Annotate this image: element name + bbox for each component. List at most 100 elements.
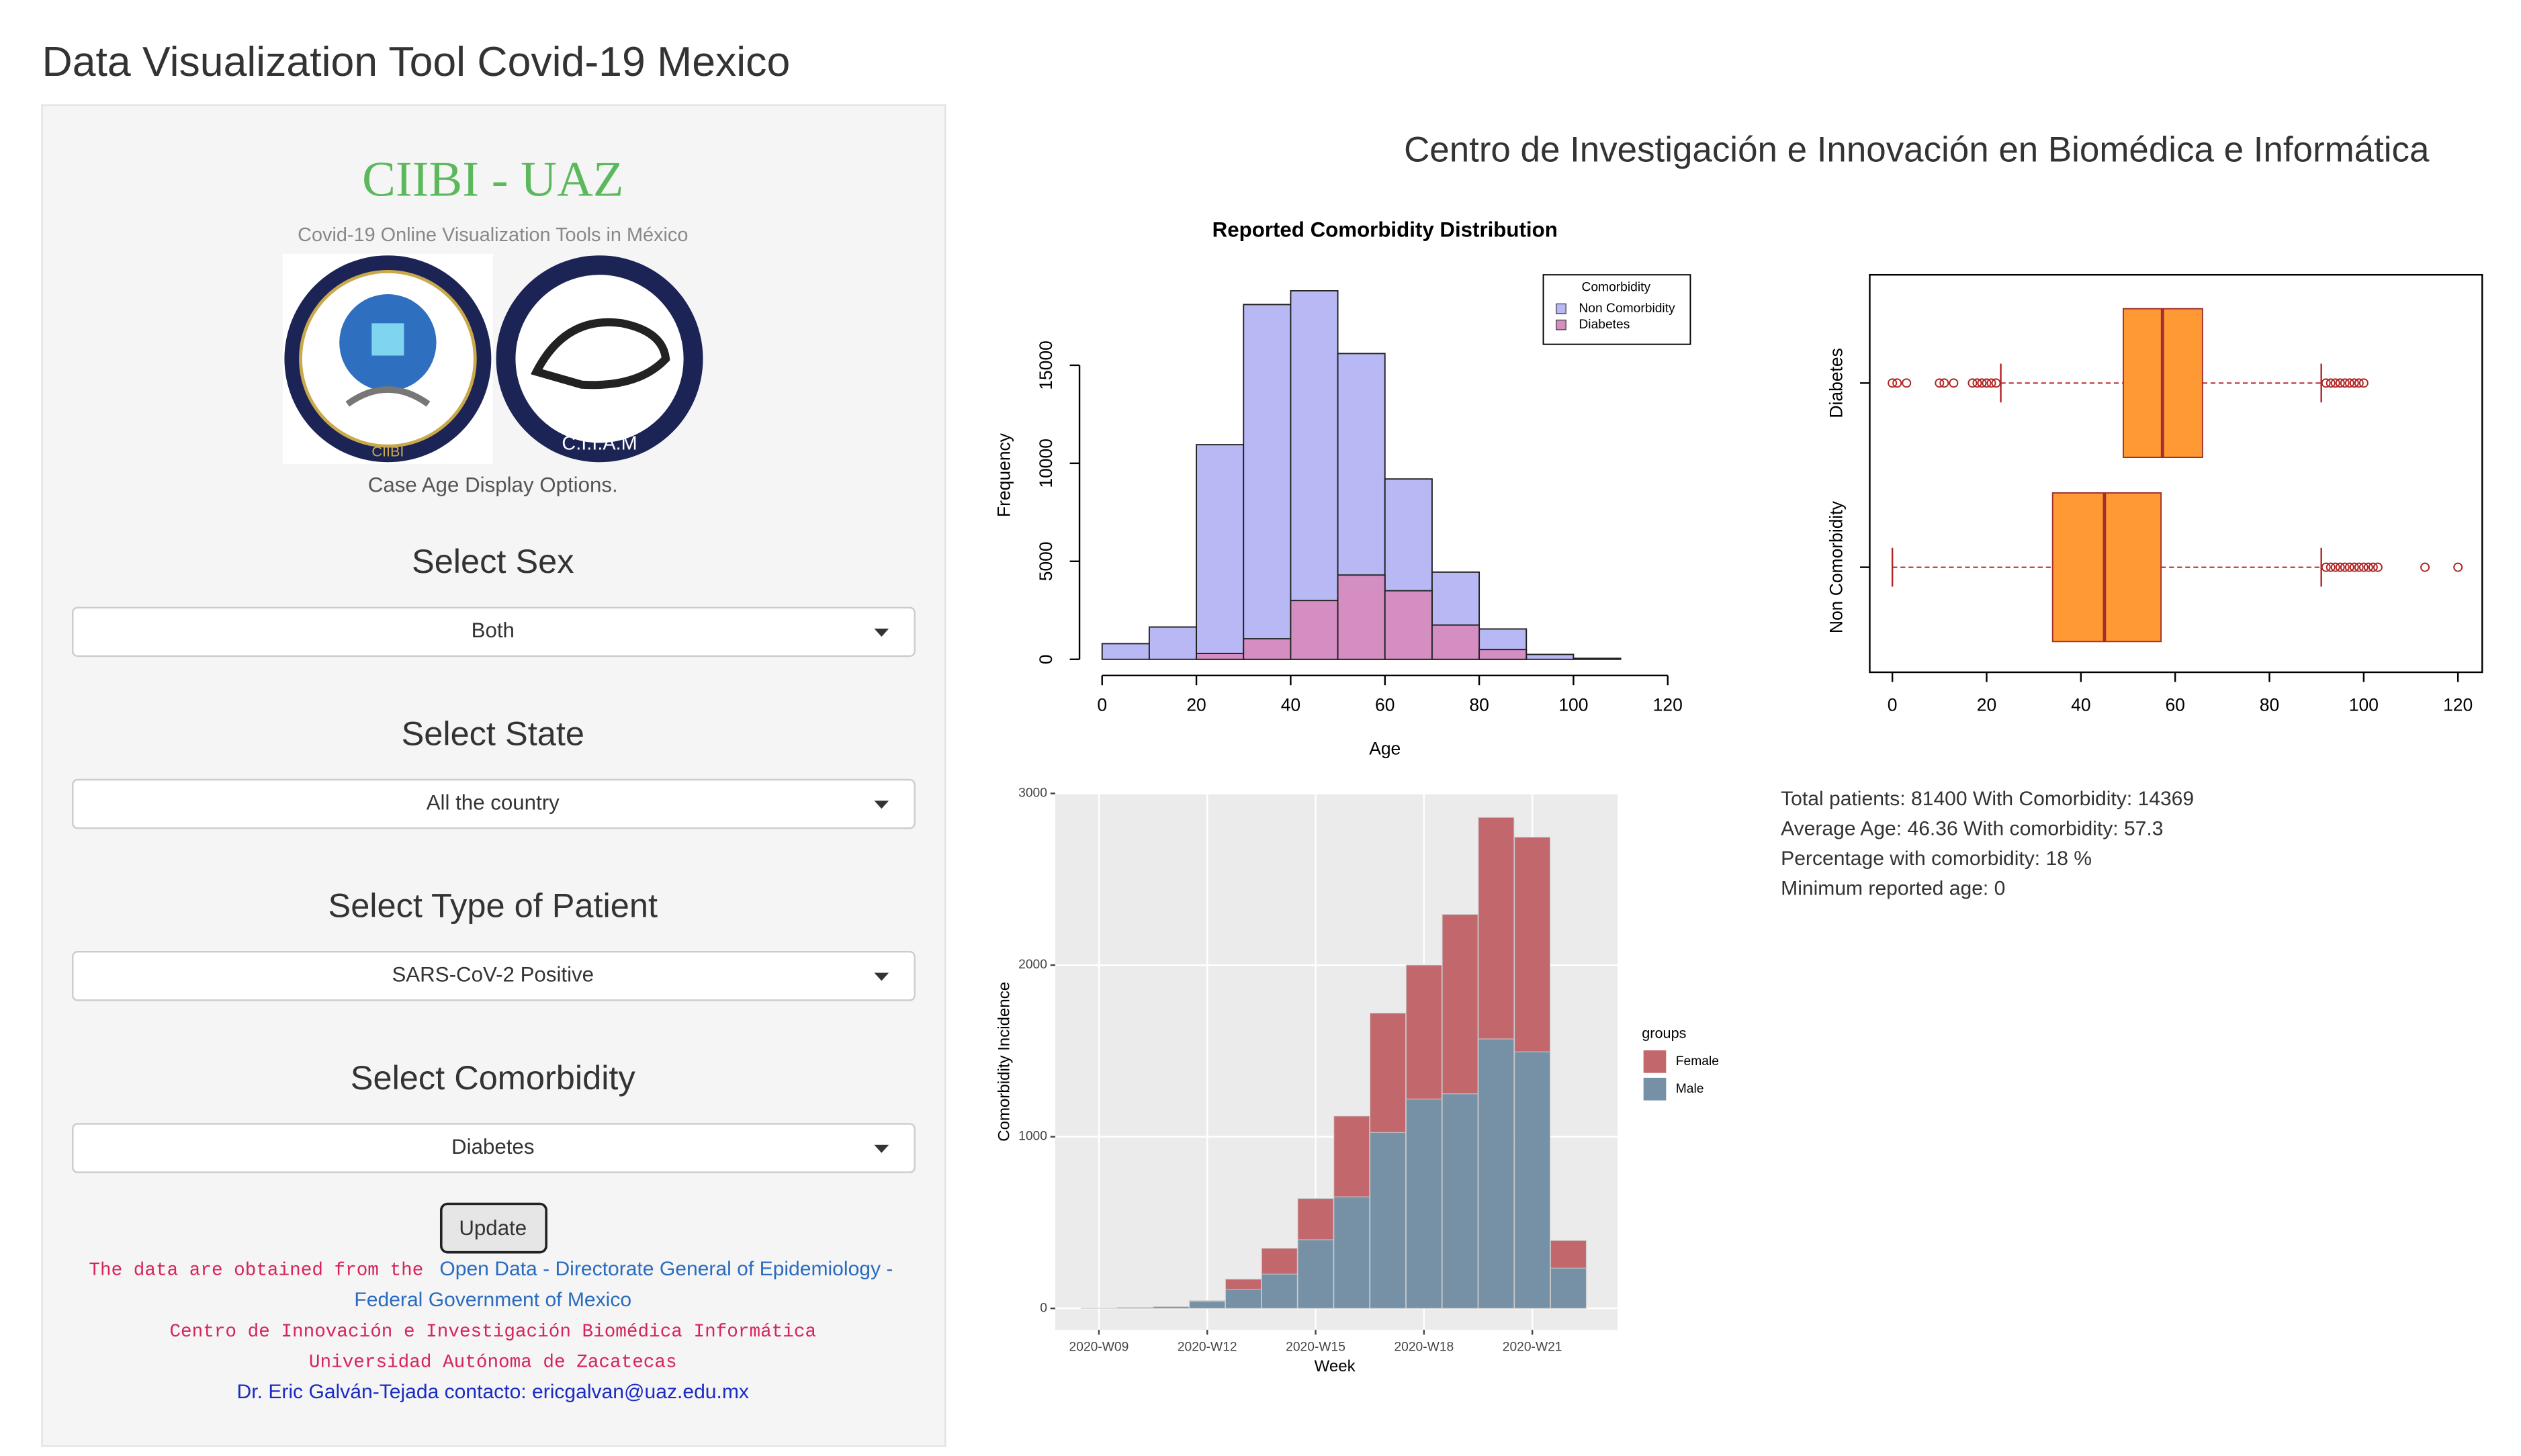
bar-segment bbox=[1189, 1301, 1226, 1309]
outlier bbox=[2340, 378, 2350, 388]
histogram-bar bbox=[1196, 653, 1245, 660]
bar-segment bbox=[1478, 1038, 1515, 1309]
outlier bbox=[1939, 378, 1949, 388]
histogram-bar bbox=[1101, 643, 1150, 660]
x-tick-label: 0 bbox=[1888, 695, 1898, 715]
select-caret[interactable] bbox=[874, 1144, 889, 1153]
outlier bbox=[2373, 562, 2383, 572]
tagline: Covid-19 Online Visualization Tools in M… bbox=[298, 224, 688, 246]
stat-line: Average Age: 46.36 With comorbidity: 57.… bbox=[1781, 818, 2163, 840]
outlier bbox=[1935, 378, 1945, 388]
outlier bbox=[1986, 378, 1996, 388]
select-box[interactable] bbox=[72, 606, 916, 657]
select-value[interactable]: SARS-CoV-2 Positive bbox=[392, 963, 594, 987]
select-value[interactable]: Both bbox=[472, 619, 515, 642]
outlier bbox=[2335, 562, 2345, 572]
legend-swatch bbox=[1643, 1050, 1667, 1073]
histogram-bar bbox=[1525, 653, 1575, 660]
select-value[interactable]: All the country bbox=[427, 790, 560, 814]
legend-label: Female bbox=[1676, 1054, 1719, 1068]
control-label: Select Comorbidity bbox=[351, 1058, 636, 1097]
outlier bbox=[2358, 378, 2369, 388]
y-tick-label: 2000 bbox=[1018, 958, 1047, 972]
histogram-bar bbox=[1243, 304, 1292, 660]
select-box[interactable] bbox=[72, 1123, 916, 1173]
stat-line: Total patients: 81400 With Comorbidity: … bbox=[1781, 788, 2194, 810]
y-tick-label: 0 bbox=[1036, 654, 1056, 664]
bar-segment bbox=[1333, 1196, 1370, 1309]
control-label: Select Sex bbox=[412, 542, 574, 580]
outlier bbox=[2340, 562, 2350, 572]
bar-segment bbox=[1225, 1279, 1262, 1290]
outlier bbox=[2349, 562, 2359, 572]
outlier bbox=[1949, 378, 1959, 388]
outlier bbox=[1902, 378, 1912, 388]
select-box[interactable] bbox=[72, 778, 916, 829]
x-tick-label: 60 bbox=[1375, 695, 1395, 715]
x-tick-label: 2020-W09 bbox=[1069, 1340, 1129, 1355]
histogram-bar bbox=[1243, 638, 1292, 660]
y-tick-label: 0 bbox=[1040, 1301, 1047, 1315]
y-tick-label: 1000 bbox=[1018, 1130, 1047, 1144]
legend-swatch bbox=[1643, 1077, 1667, 1101]
x-tick-label: 40 bbox=[1281, 695, 1300, 715]
select-value[interactable]: Diabetes bbox=[451, 1135, 534, 1158]
outlier bbox=[2326, 562, 2336, 572]
x-tick-label: 20 bbox=[1186, 695, 1206, 715]
x-tick-label: 2020-W12 bbox=[1178, 1340, 1237, 1355]
outlier bbox=[2330, 562, 2340, 572]
outlier bbox=[2358, 562, 2369, 572]
y-axis-label: Frequency bbox=[993, 433, 1014, 517]
y-tick-label: 15000 bbox=[1036, 340, 1056, 390]
outlier bbox=[1991, 378, 2001, 388]
legend-label: Diabetes bbox=[1579, 318, 1630, 332]
update-button[interactable] bbox=[439, 1202, 547, 1254]
x-tick-label: 100 bbox=[2349, 695, 2379, 715]
outlier bbox=[1888, 378, 1898, 388]
footer-link[interactable]: Open Data - Directorate General of Epide… bbox=[439, 1258, 893, 1280]
histogram-bar bbox=[1573, 657, 1622, 660]
footer-link[interactable]: Federal Government of Mexico bbox=[354, 1289, 631, 1311]
outlier bbox=[2354, 378, 2364, 388]
outlier bbox=[2368, 562, 2378, 572]
button-label[interactable]: Update bbox=[459, 1216, 527, 1240]
legend-swatch bbox=[1556, 303, 1566, 314]
x-tick-label: 2020-W15 bbox=[1286, 1340, 1345, 1355]
bar-segment bbox=[1405, 964, 1442, 1099]
bar-segment bbox=[1370, 1132, 1407, 1309]
x-tick-label: 2020-W18 bbox=[1394, 1340, 1454, 1355]
x-tick-label: 120 bbox=[2443, 695, 2473, 715]
select-caret[interactable] bbox=[874, 629, 889, 637]
bar-segment bbox=[1189, 1300, 1226, 1302]
histogram-bar bbox=[1290, 290, 1339, 660]
stat-line: Percentage with comorbidity: 18 % bbox=[1781, 848, 2092, 870]
histogram-bar bbox=[1148, 626, 1198, 660]
histogram-bar bbox=[1196, 444, 1245, 660]
outlier bbox=[2321, 378, 2331, 388]
select-box[interactable] bbox=[72, 950, 916, 1001]
select-caret[interactable] bbox=[874, 972, 889, 981]
logo: CIIBI bbox=[283, 253, 493, 464]
bar-segment bbox=[1514, 1051, 1551, 1309]
y-tick-label: 10000 bbox=[1036, 439, 1056, 488]
bar-segment bbox=[1550, 1267, 1587, 1309]
section-label: Case Age Display Options. bbox=[368, 473, 618, 497]
x-tick-label: 120 bbox=[1653, 695, 1683, 715]
outlier bbox=[2354, 562, 2364, 572]
page-title: Data Visualization Tool Covid-19 Mexico bbox=[42, 38, 791, 85]
stat-line: Minimum reported age: 0 bbox=[1781, 878, 2005, 900]
bar-segment bbox=[1550, 1240, 1587, 1269]
histogram-bar bbox=[1290, 600, 1339, 660]
chart-title: Reported Comorbidity Distribution bbox=[1212, 218, 1558, 241]
x-tick-label: 100 bbox=[1558, 695, 1588, 715]
legend-label: Non Comorbidity bbox=[1579, 302, 1675, 316]
bar-segment bbox=[1261, 1273, 1298, 1309]
category-label: Non Comorbidity bbox=[1826, 500, 1846, 633]
y-axis-label: Comorbidity Incidence bbox=[996, 982, 1014, 1142]
box bbox=[2051, 492, 2162, 643]
bar-segment bbox=[1405, 1098, 1442, 1309]
outlier bbox=[2330, 378, 2340, 388]
select-caret[interactable] bbox=[874, 801, 889, 809]
brand: CIIBI - UAZ bbox=[362, 152, 623, 208]
